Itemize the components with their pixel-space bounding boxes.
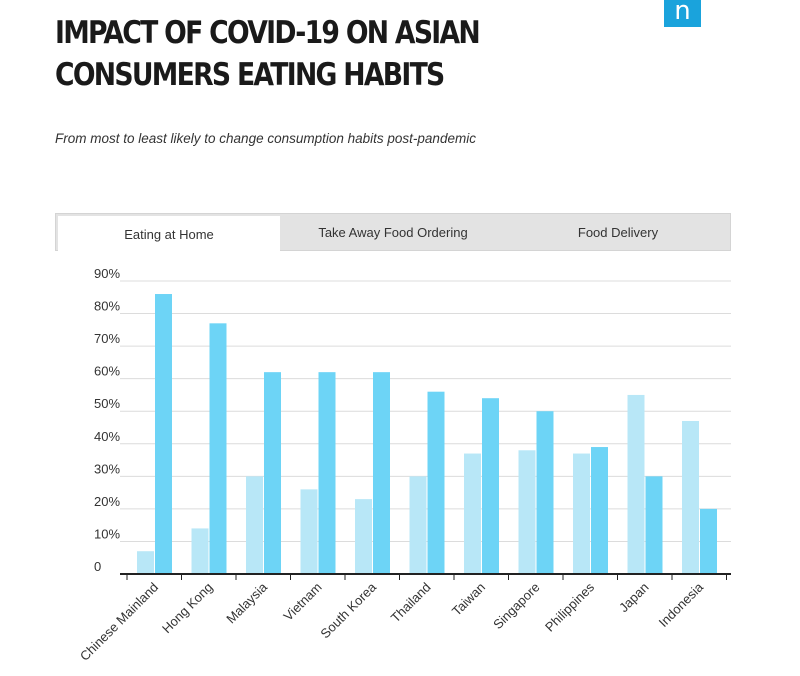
x-tick-label: Malaysia xyxy=(223,579,270,626)
bar xyxy=(264,372,281,574)
bar xyxy=(246,476,263,574)
bar-chart: 0 10% 20% 30% 40% 50% 60% 70% 80% 90% Chinese Main… xyxy=(77,266,731,664)
bar xyxy=(191,528,209,574)
bar xyxy=(300,489,318,574)
bar xyxy=(355,499,372,574)
tab-bar: Eating at Home Take Away Food Ordering F… xyxy=(55,213,731,252)
x-tick-label: Hong Kong xyxy=(159,580,216,637)
bar xyxy=(700,508,717,574)
y-tick-label: 0 xyxy=(94,559,101,574)
x-tick-label: Chinese Mainland xyxy=(77,580,161,664)
bar xyxy=(137,551,154,574)
x-tick-label: Vietnam xyxy=(280,580,324,624)
x-tick-label: Philippines xyxy=(542,579,597,634)
y-tick-label: 50% xyxy=(94,396,120,411)
x-tick-label: Thailand xyxy=(388,580,434,626)
chart-subtitle: From most to least likely to change cons… xyxy=(55,131,476,146)
bar xyxy=(482,398,499,574)
x-tick-label: Indonesia xyxy=(656,579,707,630)
bar xyxy=(682,420,699,574)
bar xyxy=(627,394,645,574)
bar xyxy=(464,453,481,574)
bar xyxy=(427,391,445,574)
x-tick-label: Singapore xyxy=(490,580,543,633)
bar xyxy=(591,447,608,574)
bar xyxy=(209,323,227,574)
y-tick-label: 80% xyxy=(94,299,120,314)
bar xyxy=(155,294,172,574)
y-tick-label: 40% xyxy=(94,429,120,444)
bar xyxy=(573,453,590,574)
tab-food-delivery[interactable]: Food Delivery xyxy=(577,225,659,240)
x-tick-label: Japan xyxy=(616,580,652,616)
bar xyxy=(373,372,390,574)
tab-take-away-food-ordering[interactable]: Take Away Food Ordering xyxy=(318,225,468,240)
y-tick-label: 20% xyxy=(94,494,120,509)
brand-logo: n xyxy=(664,0,701,27)
y-tick-label: 70% xyxy=(94,331,120,346)
y-tick-label: 90% xyxy=(94,266,120,281)
bar xyxy=(518,450,536,574)
bar xyxy=(645,476,663,574)
tab-eating-at-home[interactable]: Eating at Home xyxy=(58,216,280,252)
y-tick-label: 30% xyxy=(94,461,120,476)
bar xyxy=(409,476,427,574)
chart-title: IMPACT OF COVID-19 ON ASIAN CONSUMERS EA… xyxy=(55,15,481,93)
y-tick-label: 10% xyxy=(94,526,120,541)
bar xyxy=(318,372,336,574)
x-tick-label: Taiwan xyxy=(449,580,488,619)
y-tick-label: 60% xyxy=(94,364,120,379)
x-tick-label: South Korea xyxy=(317,579,379,641)
bar xyxy=(536,411,554,574)
